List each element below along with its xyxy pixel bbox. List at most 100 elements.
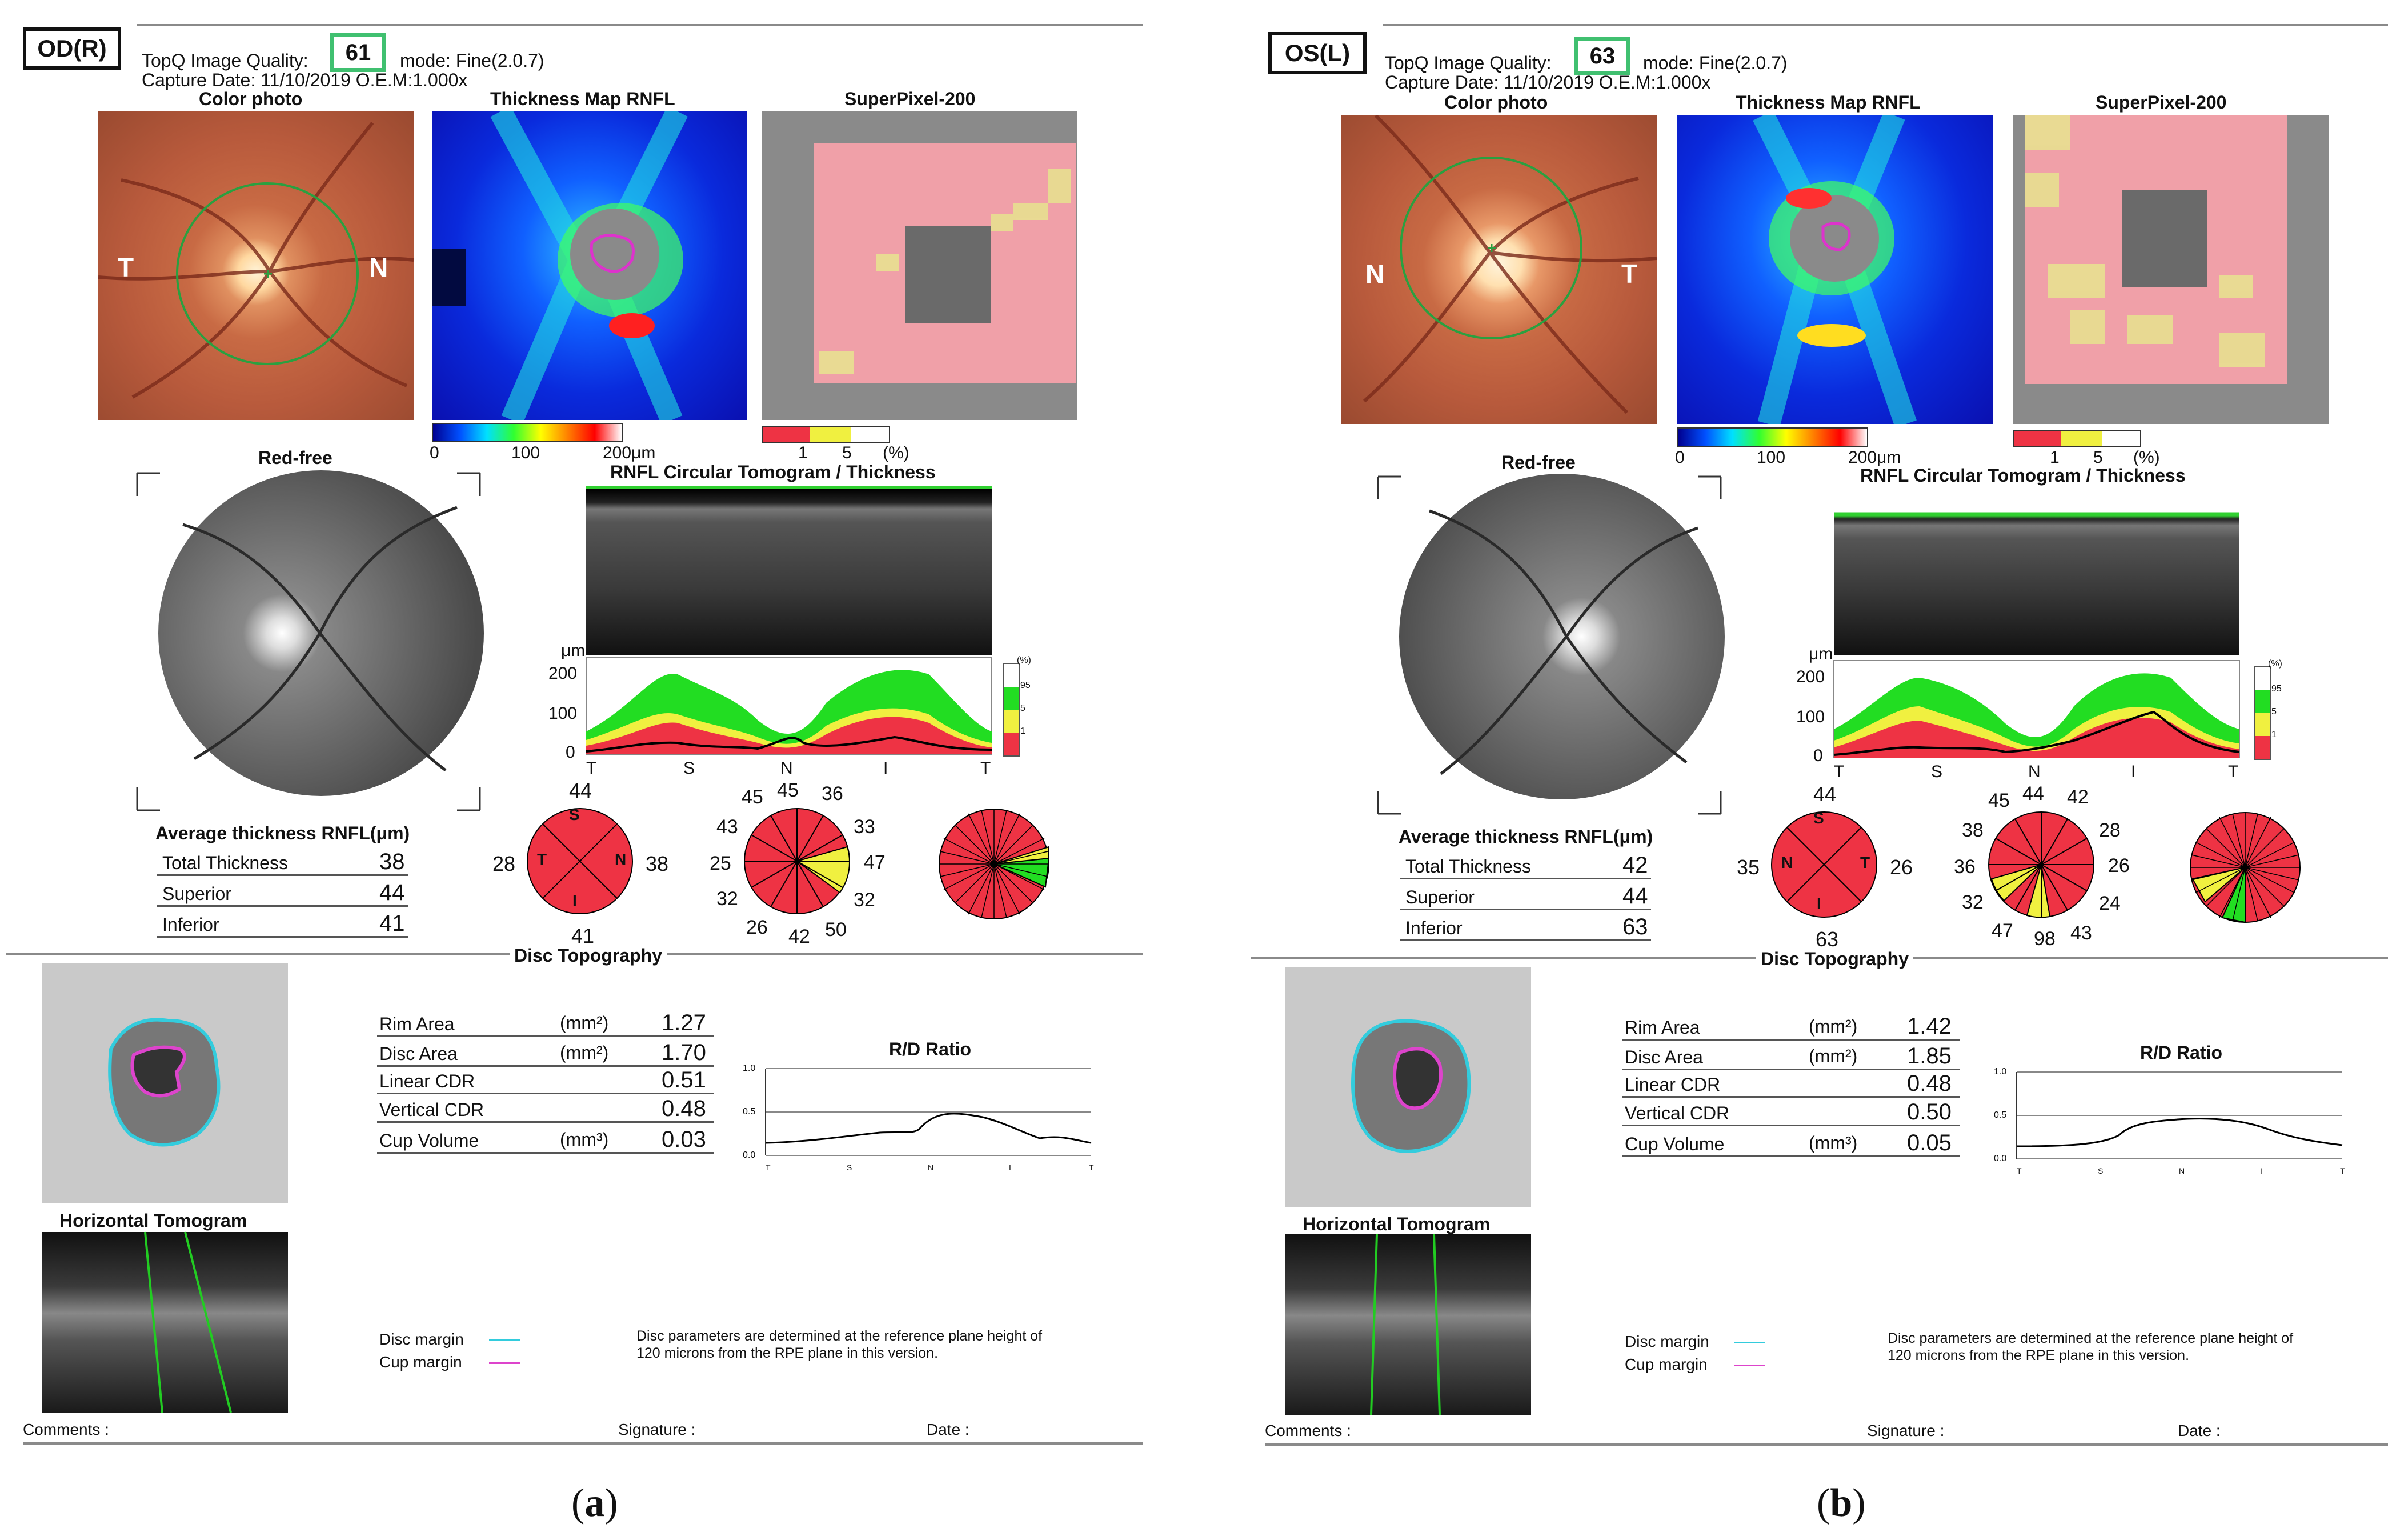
note-line-2: 120 microns from the RPE plane in this v… [1888,1347,2190,1363]
disc-margin-label: Disc margin [379,1330,464,1348]
note-line-2: 120 microns from the RPE plane in this v… [636,1345,939,1361]
clock-value: 47 [1992,920,2013,942]
note-line-1: Disc parameters are determined at the re… [1888,1330,2294,1346]
clock-value: 26 [2108,855,2130,877]
fundus-photo: T N [98,111,414,420]
colorbar-tick-0: 0 [430,443,439,462]
um-label: μm [561,641,586,660]
param-value: 0.51 [662,1067,706,1093]
superpixel-legend [762,426,890,443]
rd-ratio-title: R/D Ratio [2140,1042,2222,1063]
rd-x-s: S [847,1163,852,1172]
avg-row: Inferior 41 [157,907,408,938]
rd-y-0: 0.0 [1994,1154,2007,1163]
red-free-fundus [136,470,484,811]
signature-label: Signature : [1867,1422,1945,1439]
quadrant-left-value: 28 [492,852,516,875]
param-unit: (mm²) [560,1042,609,1063]
mode-text: mode: Fine(2.0.7) [400,50,544,71]
param-label: Disc Area [379,1043,458,1064]
rd-ratio-title: R/D Ratio [889,1039,971,1059]
legend-95: 95 [1020,681,1031,690]
avg-row-value: 63 [1622,914,1648,939]
thickness-map-icon [432,111,688,420]
quality-score: 63 [1574,37,1630,75]
param-label: Disc Area [1625,1047,1703,1067]
cup-margin-label: Cup margin [1625,1355,1708,1373]
thickness-colorbar [1677,427,1868,447]
y-tick-100: 100 [1796,707,1825,726]
clock-hour-chart [1988,811,2094,918]
y-tick-0: 0 [1813,746,1823,765]
rd-y-1: 1.0 [1994,1067,2007,1077]
clock-value: 43 [2070,922,2092,944]
param-row: Linear CDR 0.51 [377,1064,714,1094]
quadrant-right-letter: T [1860,854,1870,871]
param-value: 1.42 [1907,1014,1952,1039]
thickness-map-icon [1753,115,1917,424]
avg-row-label: Superior [162,883,231,904]
param-row: Vertical CDR 0.48 [377,1093,714,1123]
param-row: Vertical CDR 0.50 [1622,1096,1960,1126]
quadrant-s-letter: S [569,806,580,823]
param-value: 0.05 [1907,1130,1952,1155]
fundus-vessels-icon [98,122,414,399]
rd-ratio-graph [765,1068,1092,1156]
tomogram-title: RNFL Circular Tomogram / Thickness [1860,465,2186,486]
clock-value: 50 [825,919,847,941]
sector-deviation-chart [939,809,1050,919]
rd-y-0: 0.0 [743,1150,756,1160]
avg-thickness-title: Average thickness RNFL(μm) [155,823,410,843]
footer-rule [1265,1443,2388,1446]
rnfl-thickness-graph [586,657,992,755]
panel-caption: (b) [1817,1481,1866,1525]
x-tick-s: S [1931,762,1943,781]
sp-tick-pct: (%) [883,443,909,462]
avg-row-label: Inferior [162,914,219,935]
sp-tick-1: 1 [2050,448,2060,467]
avg-row-label: Inferior [1405,918,1463,938]
color-photo-title: Color photo [199,89,303,109]
rd-x-t2: T [1089,1163,1094,1172]
param-unit: (mm³) [1809,1133,1858,1153]
clock-value: 47 [864,851,886,873]
cup-margin-swatch [489,1362,520,1364]
red-free-fundus [1377,474,1725,815]
quadrant-right-value: 38 [646,852,669,875]
percentile-legend [1003,663,1020,757]
quadrant-right-letter: N [615,850,627,868]
footer-rule [23,1442,1143,1445]
sp-tick-5: 5 [842,443,852,462]
param-value: 1.27 [662,1010,706,1035]
legend-1: 1 [2271,730,2277,739]
clock-value: 43 [716,816,738,838]
clock-value: 42 [2067,786,2089,808]
colorbar-tick-0: 0 [1675,448,1685,467]
rd-x-t1: T [766,1163,771,1172]
quadrant-bottom-value: 63 [1816,927,1839,951]
avg-row-label: Total Thickness [1405,856,1531,877]
quadrant-chart [527,808,633,914]
legend-5: 5 [2271,707,2277,717]
legend-1: 1 [1020,726,1025,736]
clock-value: 45 [742,786,763,808]
rd-x-i: I [2260,1166,2262,1175]
mode-text: mode: Fine(2.0.7) [1643,53,1788,73]
param-label: Cup Volume [379,1130,479,1151]
avg-row-value: 44 [1622,883,1648,909]
colorbar-tick-100: 100 [511,443,540,462]
sp-tick-pct: (%) [2133,448,2160,467]
quadrant-left-value: 35 [1737,855,1760,879]
note-line-1: Disc parameters are determined at the re… [636,1328,1043,1344]
panel-caption: (a) [571,1481,618,1525]
clock-value: 36 [1954,856,1976,878]
param-value: 0.50 [1907,1099,1952,1125]
avg-row-value: 44 [379,880,405,905]
param-row: Disc Area (mm²) 1.85 [1622,1040,1960,1070]
param-value: 1.70 [662,1040,706,1065]
quality-label: TopQ Image Quality: [1385,53,1552,73]
x-tick-t2: T [980,759,991,778]
fundus-photo: N T [1341,115,1657,424]
avg-row: Total Thickness 38 [157,846,408,876]
y-tick-0: 0 [566,743,575,762]
